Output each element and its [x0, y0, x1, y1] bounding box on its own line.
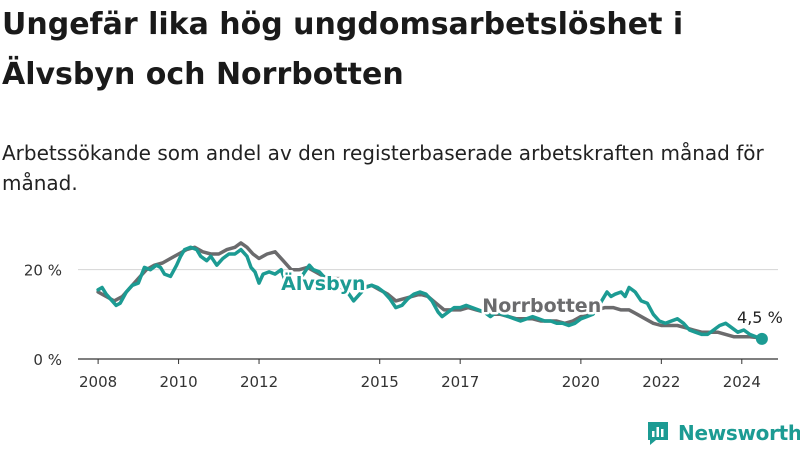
x-tick-label: 2020 — [562, 373, 600, 391]
end-point-marker — [755, 332, 768, 345]
y-tick-label: 0 % — [33, 351, 62, 369]
x-tick-label: 2024 — [723, 373, 761, 391]
end-value-label: 4,5 % — [737, 308, 783, 327]
chart-title: Ungefär lika hög ungdomsarbetslöshet i Ä… — [2, 7, 684, 92]
series-label: Norrbotten — [482, 295, 601, 317]
line-chart: 0 % 20 % 2008 2010 2012 2015 2017 2020 2022 2024 Ä… — [24, 241, 783, 391]
series-line-lvsbyn — [96, 245, 764, 341]
x-tick-label: 2015 — [361, 373, 399, 391]
x-tick-label: 2012 — [240, 373, 278, 391]
x-tick-label: 2022 — [642, 373, 680, 391]
x-tick-label: 2008 — [79, 373, 117, 391]
newsworthy-logo-icon — [648, 422, 668, 445]
logo-text: Newsworthy — [678, 421, 800, 445]
chart-subtitle: Arbetssökande som andel av den registerb… — [2, 141, 764, 195]
x-tick-label: 2017 — [441, 373, 479, 391]
x-tick-label: 2010 — [159, 373, 197, 391]
series-label: Älvsbyn — [281, 271, 365, 295]
series-line-norrbotten — [96, 241, 764, 341]
y-tick-label: 20 % — [24, 262, 62, 280]
newsworthy-logo[interactable]: Newsworthy — [646, 420, 800, 446]
